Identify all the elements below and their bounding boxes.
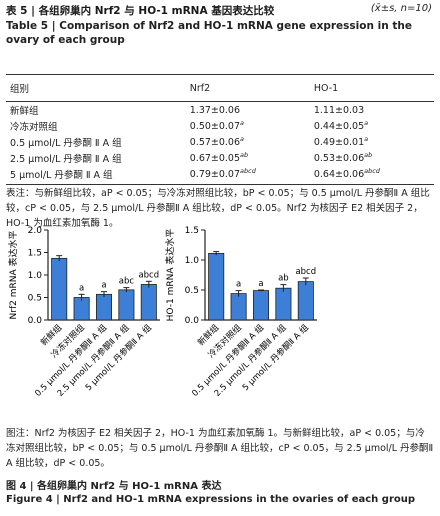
significance-mark: ab bbox=[364, 151, 373, 160]
column-header: HO-1 bbox=[309, 74, 434, 102]
column-header: Nrf2 bbox=[185, 74, 310, 102]
significance-mark: a bbox=[240, 119, 244, 128]
value-cell: 0.64±0.06abcd bbox=[309, 166, 434, 185]
value-cell: 1.11±0.03 bbox=[310, 102, 434, 119]
group-cell: 2.5 μmol/L 丹参酮 Ⅱ A 组 bbox=[10, 154, 122, 165]
y-tick-label: 1.0 bbox=[185, 256, 200, 266]
figure-title: 图 4 | 各组卵巢内 Nrf2 与 HO-1 mRNA 表达 bbox=[6, 481, 222, 492]
y-tick-label: 0.5 bbox=[28, 294, 42, 304]
table-row: 冷冻对照组 0.50±0.07a 0.44±0.05a bbox=[6, 118, 434, 134]
table-body: 新鲜组 1.37±0.06 1.11±0.03 冷冻对照组 0.50±0.07a 0.44… bbox=[6, 102, 434, 185]
bar bbox=[118, 289, 135, 321]
y-tick-label: 1.5 bbox=[28, 249, 42, 259]
y-axis-label: Nrf2 mRNA 表达水平 bbox=[7, 231, 19, 320]
bar bbox=[275, 287, 292, 321]
y-tick-label: 2.0 bbox=[28, 226, 43, 236]
bar bbox=[73, 297, 90, 321]
figure-note: 图注：Nrf2 为核因子 E2 相关因子 2，HO-1 为血红素加氧酶 1。与新… bbox=[6, 428, 434, 469]
value-text: 0.44±0.05 bbox=[313, 121, 365, 133]
chart: HO-1 mRNA 表达水平 0.00.51.01.5新鲜组a冷冻对照组a0.5 … bbox=[164, 226, 317, 399]
value-cell: 0.67±0.05ab bbox=[186, 150, 310, 166]
significance-label: abc bbox=[119, 277, 135, 287]
group-cell: 0.5 μmol/L 丹参酮 Ⅱ A 组 bbox=[10, 138, 122, 149]
value-text: 0.50±0.07 bbox=[189, 121, 241, 133]
y-tick-label: 0.5 bbox=[185, 286, 199, 296]
significance-mark: a bbox=[364, 135, 369, 144]
significance-label: a bbox=[79, 283, 84, 293]
y-axis-label: HO-1 mRNA 表达水平 bbox=[164, 229, 176, 322]
y-tick-label: 0.0 bbox=[28, 316, 43, 326]
group-cell: 新鲜组 bbox=[10, 106, 39, 117]
y-tick-label: 1.0 bbox=[28, 271, 43, 281]
significance-mark: ab bbox=[240, 151, 249, 160]
table: 组别 Nrf2 HO-1 新鲜组 1.37±0.06 1.11±0.03 冷冻对照组 0… bbox=[6, 74, 434, 185]
table-title-en: Table 5 | Comparison of Nrf2 and HO-1 mR… bbox=[6, 20, 412, 46]
header-row: 组别 Nrf2 HO-1 bbox=[6, 74, 434, 102]
table-row: 新鲜组 1.37±0.06 1.11±0.03 bbox=[6, 102, 434, 119]
value-cell: 0.50±0.07a bbox=[186, 118, 310, 134]
significance-label: a bbox=[101, 281, 106, 291]
table-row: 5 μmol/L 丹参酮 Ⅱ A 组 0.79±0.07abcd 0.64±0.06… bbox=[6, 166, 434, 185]
table-row: 0.5 μmol/L 丹参酮 Ⅱ A 组 0.57±0.06a 0.49±0.01a bbox=[6, 134, 434, 150]
significance-mark: a bbox=[364, 119, 369, 128]
bar bbox=[297, 281, 314, 321]
bar bbox=[252, 290, 270, 321]
significance-mark: abcd bbox=[364, 167, 380, 176]
value-text: 0.79±0.07 bbox=[189, 169, 241, 181]
table-row: 2.5 μmol/L 丹参酮 Ⅱ A 组 0.67±0.05ab 0.53±0.06… bbox=[6, 150, 434, 166]
significance-label: abcd bbox=[295, 267, 316, 277]
value-text: 0.67±0.05 bbox=[189, 153, 241, 165]
value-text: 0.53±0.06 bbox=[313, 153, 365, 165]
value-text: 0.57±0.06 bbox=[189, 137, 241, 149]
value-cell: 1.37±0.06 bbox=[186, 102, 310, 119]
significance-label: a bbox=[236, 280, 241, 290]
significance-label: abcd bbox=[138, 270, 159, 280]
table-title: 表 5 | 各组卵巢内 Nrf2 与 HO-1 mRNA 基因表达比较 bbox=[6, 5, 275, 17]
bar bbox=[230, 293, 247, 321]
y-tick-label: 1.5 bbox=[185, 226, 199, 236]
value-cell: 0.57±0.06a bbox=[186, 134, 310, 150]
significance-mark: abcd bbox=[240, 167, 256, 176]
bar bbox=[95, 293, 113, 321]
significance-mark: a bbox=[240, 135, 244, 144]
column-header: 组别 bbox=[6, 74, 186, 102]
value-cell: 0.44±0.05a bbox=[310, 118, 434, 134]
group-cell: 冷冻对照组 bbox=[10, 122, 58, 133]
table-note: 表注：与新鲜组比较，aP < 0.05；与冷冻对照组比较，bP < 0.05；与… bbox=[6, 188, 430, 229]
value-cell: 0.53±0.06ab bbox=[310, 150, 434, 166]
group-cell: 5 μmol/L 丹参酮 Ⅱ A 组 bbox=[6, 166, 186, 185]
bar bbox=[208, 253, 225, 321]
bar bbox=[140, 284, 157, 321]
chart: Nrf2 mRNA 表达水平0.00.51.01.52.0新鲜组a冷冻对照组a0… bbox=[7, 226, 160, 399]
y-tick-label: 0.0 bbox=[185, 316, 200, 326]
figure-title-en: Figure 4 | Nrf2 and HO-1 mRNA expression… bbox=[6, 494, 416, 505]
value-cell: 0.49±0.01a bbox=[310, 134, 434, 150]
significance-label: ab bbox=[278, 274, 289, 284]
table-stat: (x̄±s, n=10) bbox=[370, 3, 432, 14]
value-cell: 0.79±0.07abcd bbox=[185, 166, 310, 185]
value-text: 1.37±0.06 bbox=[189, 104, 241, 116]
value-text: 0.49±0.01 bbox=[313, 137, 365, 149]
significance-label: a bbox=[258, 279, 263, 289]
value-text: 1.11±0.03 bbox=[313, 104, 365, 116]
bar bbox=[51, 257, 68, 321]
value-text: 0.64±0.06 bbox=[313, 169, 365, 181]
